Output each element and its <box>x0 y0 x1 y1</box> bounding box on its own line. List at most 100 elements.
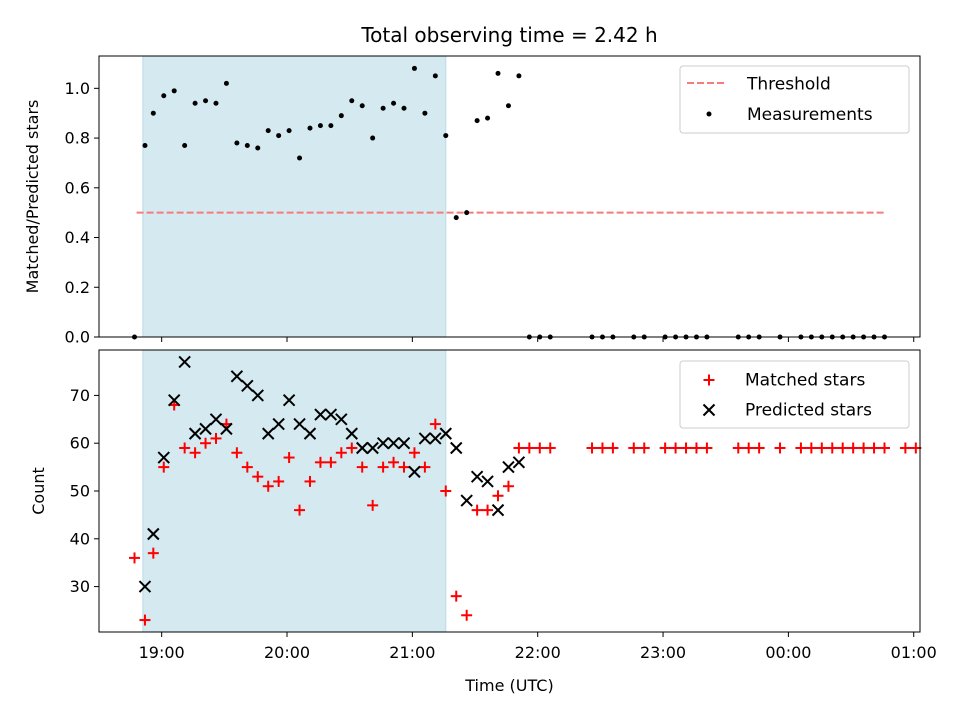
legend-matched-swatch <box>703 374 715 386</box>
bottom-y-tick-label: 40 <box>70 529 90 548</box>
bottom-y-ticks: 30 40 50 60 70 <box>70 386 99 596</box>
measurement-point <box>495 70 501 76</box>
measurement-point <box>182 143 188 149</box>
matched-star-point <box>283 452 295 464</box>
measurement-point <box>297 155 303 161</box>
bottom-y-tick-label: 60 <box>70 434 90 453</box>
measurement-point <box>464 210 470 216</box>
measurement-point <box>401 105 407 111</box>
matched-star-point <box>356 461 368 473</box>
matched-star-point <box>586 442 598 454</box>
matched-star-point <box>461 609 473 621</box>
matched-star-point <box>858 442 870 454</box>
matched-star-point <box>273 475 285 487</box>
predicted-star-point <box>470 470 484 483</box>
matched-star-point <box>502 480 514 492</box>
top-legend: Threshold Measurements <box>679 65 910 134</box>
matched-star-point <box>743 442 755 454</box>
bottom-x-tick-label: 22:00 <box>515 643 561 662</box>
matched-star-point <box>262 480 274 492</box>
predicted-star-point <box>251 389 264 402</box>
bottom-x-ticks: 19:00 20:00 21:00 22:00 23:00 00:00 01:00 <box>139 632 937 662</box>
predicted-star-point <box>230 370 244 383</box>
predicted-star-point <box>335 413 348 426</box>
x-stroke-b <box>429 432 442 445</box>
ratio-panel: 0.0 0.2 0.4 0.6 0.8 1.0 Total observing time … <box>23 23 921 347</box>
matched-star-point <box>408 447 420 459</box>
matched-star-point <box>670 442 682 454</box>
predicted-star-point <box>167 393 181 407</box>
predicted-star-point <box>418 432 432 445</box>
top-y-tick-label: 0.8 <box>65 129 90 148</box>
measurement-point <box>286 128 292 134</box>
measurement-point <box>255 145 261 151</box>
measurement-point <box>328 123 334 129</box>
matched-star-point <box>189 447 201 459</box>
x-stroke-b <box>209 413 223 426</box>
measurement-point <box>505 103 511 109</box>
matched-star-point <box>795 442 807 454</box>
measurement-point <box>161 93 167 99</box>
measurement-point <box>244 143 250 149</box>
predicted-star-point <box>439 427 452 440</box>
matched-star-point <box>367 499 379 511</box>
x-stroke-b <box>157 451 170 464</box>
top-y-ticks: 0.0 0.2 0.4 0.6 0.8 1.0 <box>65 79 99 347</box>
x-stroke-b <box>314 408 327 421</box>
x-stroke-b <box>376 436 390 450</box>
measurement-point <box>443 133 449 139</box>
top-legend-box <box>679 65 910 134</box>
top-y-tick-label: 0.6 <box>65 178 90 197</box>
matched-star-point <box>252 471 264 483</box>
predicted-star-point <box>356 441 369 455</box>
matched-star-point <box>523 442 535 454</box>
matched-star-point <box>899 442 911 454</box>
x-stroke-b <box>512 456 526 469</box>
matched-star-point <box>294 504 306 516</box>
x-stroke-b <box>345 427 358 440</box>
matched-star-point <box>314 456 326 468</box>
predicted-star-point <box>303 427 317 440</box>
matched-star-point <box>335 447 347 459</box>
matched-star-point <box>129 552 141 564</box>
matched-star-point <box>690 442 702 454</box>
x-stroke-b <box>262 427 275 440</box>
bottom-x-tick-label: 21:00 <box>389 643 435 662</box>
measurement-point <box>213 100 219 106</box>
bottom-x-tick-label: 23:00 <box>640 643 686 662</box>
predicted-star-point <box>481 475 494 488</box>
predicted-star-point <box>324 408 338 421</box>
x-stroke-b <box>418 432 432 445</box>
predicted-star-point <box>138 580 152 593</box>
x-stroke-b <box>230 370 244 383</box>
matched-star-point <box>377 461 389 473</box>
matched-star-point <box>628 442 640 454</box>
matched-star-point <box>429 418 441 430</box>
x-stroke-b <box>397 436 411 450</box>
x-stroke-b <box>481 475 494 488</box>
matched-star-point <box>200 437 212 449</box>
bottom-y-tick-label: 50 <box>70 482 90 501</box>
x-stroke-b <box>450 441 463 455</box>
matched-star-point <box>878 442 890 454</box>
predicted-star-point <box>147 527 160 541</box>
matched-star-point <box>158 461 170 473</box>
x-stroke-b <box>470 470 484 483</box>
x-stroke-b <box>439 427 452 440</box>
x-stroke-b <box>251 389 264 402</box>
legend-measurements-label: Measurements <box>747 105 873 125</box>
measurement-point <box>349 98 355 104</box>
x-stroke-b <box>147 527 160 541</box>
measurement-point <box>453 215 459 221</box>
matched-star-point <box>837 442 849 454</box>
matched-star-point <box>482 504 494 516</box>
measurement-point <box>370 135 376 141</box>
predicted-star-point <box>178 355 191 369</box>
legend-plus-marker <box>703 374 715 386</box>
measurement-point <box>391 100 397 106</box>
legend-measurements-swatch <box>706 111 712 117</box>
x-stroke-b <box>178 355 191 369</box>
predicted-star-point <box>188 427 202 440</box>
measurement-point <box>474 118 480 124</box>
